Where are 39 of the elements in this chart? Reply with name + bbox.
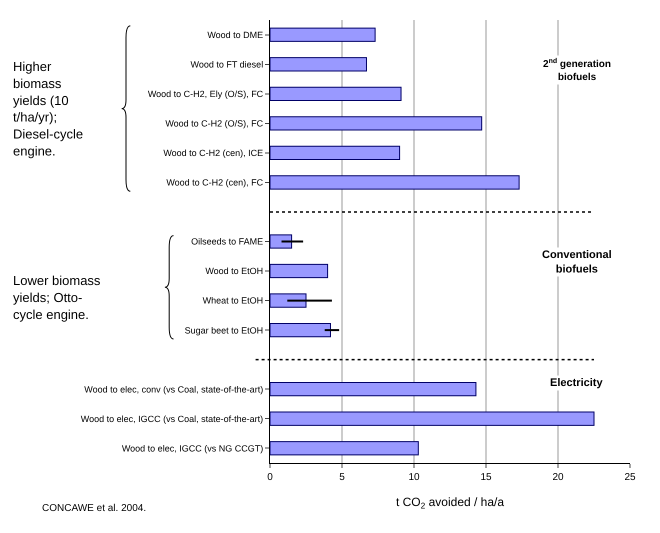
y-tick-label: Wheat to EtOH xyxy=(202,296,264,306)
y-tick-label: Wood to C-H2, Ely (O/S), FC xyxy=(148,88,264,99)
bar xyxy=(270,116,482,131)
y-tick-label: Sugar beet to EtOH xyxy=(184,325,264,336)
y-tick-label: Wood to C-H2 (O/S), FC xyxy=(165,118,264,129)
bar xyxy=(270,57,367,72)
annotation: Electricity xyxy=(550,377,604,389)
bar xyxy=(270,441,419,456)
text: Higher biomass yields (10 t/ha/yr); Diesel-cycle engine. xyxy=(13,59,84,158)
bar xyxy=(270,322,331,338)
bar xyxy=(270,293,306,308)
y-tick-label: Wood to elec, IGCC (vs NG CCGT) xyxy=(122,443,264,454)
y-tick-label: Wood to C-H2 (cen), ICE xyxy=(163,148,264,158)
annotation: Conventional biofuels xyxy=(542,249,612,276)
bar xyxy=(270,86,402,101)
y-tick-label: Wood to elec, conv (vs Coal, state-of-the-art) xyxy=(84,384,264,394)
bar xyxy=(270,412,594,426)
x-tick-label: 5 xyxy=(339,472,346,483)
text: Lower biomass yields; Otto- cycle engine. xyxy=(13,273,101,322)
bar xyxy=(270,234,292,249)
bar xyxy=(270,146,400,160)
bar xyxy=(270,28,376,42)
y-tick-label: Wood to DME xyxy=(207,30,264,40)
x-tick-label: 0 xyxy=(267,472,274,483)
x-tick-label: 15 xyxy=(480,472,492,483)
x-axis-title: t CO$_{2}$ avoided / ha/a xyxy=(396,494,504,510)
x-tick-label: 25 xyxy=(624,472,636,483)
annotation: 2$^{nd}$ generation biofuels xyxy=(543,57,612,84)
x-tick-label: 10 xyxy=(408,472,420,483)
x-tick-label: 20 xyxy=(552,472,564,483)
bar xyxy=(270,175,520,190)
text: CONCAWE et al. 2004. xyxy=(42,503,146,514)
bar xyxy=(270,264,328,278)
y-tick-label: Wood to C-H2 (cen), FC xyxy=(166,178,264,188)
y-tick-label: Wood to FT diesel xyxy=(190,59,264,70)
y-tick-label: Wood to EtOH xyxy=(205,266,264,276)
bar xyxy=(270,382,476,396)
y-tick-label: Wood to elec, IGCC (vs Coal, state-of-the-art) xyxy=(80,414,264,424)
y-tick-label: Oilseeds to FAME xyxy=(191,236,264,247)
